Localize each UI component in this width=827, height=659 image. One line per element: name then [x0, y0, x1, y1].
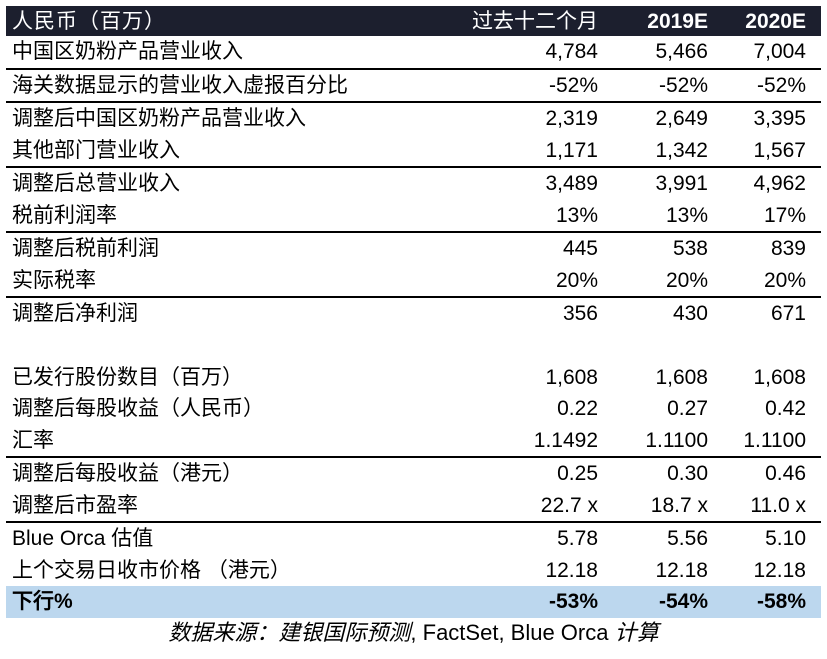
header-label: 人民币（百万） — [12, 9, 166, 33]
table-row: Blue Orca 估值 5.78 5.56 5.10 — [6, 523, 821, 555]
row-label: 调整后总营业收入 — [12, 172, 180, 196]
row-label: 实际税率 — [12, 268, 96, 292]
row-label: 海关数据显示的营业收入虚报百分比 — [12, 73, 348, 97]
row-value-2019e: 1,608 — [655, 365, 708, 389]
row-value-ttm: 1,608 — [545, 365, 598, 389]
row-value-2020e: 17% — [763, 203, 806, 227]
row-value-2020e: 20% — [763, 268, 806, 292]
row-label: 调整后每股收益（人民币） — [12, 397, 264, 421]
row-value-ttm: 0.22 — [557, 397, 598, 421]
row-label: 上个交易日收市价格 （港元） — [12, 558, 291, 582]
row-value-2019e: 2,649 — [655, 107, 708, 131]
table-header: 人民币（百万） 过去十二个月 2019E 2020E — [6, 6, 821, 36]
row-label: 调整后每股收益（港元） — [12, 462, 243, 486]
row-value-2019e: 538 — [672, 237, 708, 261]
row-value-ttm: 356 — [562, 302, 598, 326]
row-value-2019e: 0.30 — [667, 462, 708, 486]
row-value-2020e: 1,608 — [753, 365, 806, 389]
row-value-ttm: 2,319 — [545, 107, 598, 131]
row-value-2020e: -52% — [756, 73, 806, 97]
row-value-ttm: 1.1492 — [533, 428, 598, 452]
row-value-2020e: 839 — [770, 237, 806, 261]
row-label: 税前利润率 — [12, 203, 117, 227]
valuation-table: 人民币（百万） 过去十二个月 2019E 2020E 中国区奶粉产品营业收入 4… — [6, 6, 821, 618]
row-value-2019e: 1.1100 — [645, 428, 708, 452]
row-value-ttm: 5.78 — [557, 527, 598, 551]
table-row: 调整后税前利润 445 538 839 — [6, 233, 821, 265]
source-suffix: 计算 — [614, 620, 659, 645]
row-value-ttm: 20% — [555, 268, 598, 292]
source-middle: , FactSet, Blue Orca — [410, 620, 615, 645]
row-value-2020e: 671 — [770, 302, 806, 326]
table-row: 汇率 1.1492 1.1100 1.1100 — [6, 425, 821, 458]
row-label: 中国区奶粉产品营业收入 — [12, 40, 243, 64]
row-label: 调整后净利润 — [12, 302, 138, 326]
row-value-2020e: 4,962 — [753, 172, 806, 196]
table-row: 调整后每股收益（港元） 0.25 0.30 0.46 — [6, 458, 821, 490]
row-spacer — [6, 330, 821, 362]
row-value-ttm: 13% — [555, 203, 598, 227]
downside-row: 下行% -53% -54% -58% — [6, 586, 821, 618]
table-row: 调整后每股收益（人民币） 0.22 0.27 0.42 — [6, 393, 821, 425]
row-value-ttm: 3,489 — [545, 172, 598, 196]
row-value-2019e: 12.18 — [655, 558, 708, 582]
row-label: 已发行股份数目（百万） — [12, 365, 243, 389]
header-2020e: 2020E — [745, 9, 806, 33]
row-value-ttm: 22.7 x — [540, 493, 598, 517]
row-value-2020e: 11.0 x — [750, 493, 806, 517]
table-row: 海关数据显示的营业收入虚报百分比 -52% -52% -52% — [6, 70, 821, 103]
table-row: 中国区奶粉产品营业收入 4,784 5,466 7,004 — [6, 36, 821, 70]
row-value-2020e: 1,567 — [753, 138, 806, 162]
table-row: 调整后市盈率 22.7 x 18.7 x 11.0 x — [6, 490, 821, 523]
row-value-2020e: 0.46 — [765, 462, 806, 486]
row-label: 调整后税前利润 — [12, 237, 159, 261]
row-value-2019e: 1,342 — [655, 138, 708, 162]
row-value-2020e: 5.10 — [765, 527, 806, 551]
source-prefix: 数据来源：建银国际预测 — [168, 620, 411, 645]
row-value-2019e: 20% — [665, 268, 708, 292]
row-label: 汇率 — [12, 428, 54, 452]
row-value-ttm: -52% — [548, 73, 598, 97]
row-value-2019e: 18.7 x — [650, 493, 708, 517]
table-row: 已发行股份数目（百万） 1,608 1,608 1,608 — [6, 362, 821, 394]
table-row: 调整后总营业收入 3,489 3,991 4,962 — [6, 168, 821, 200]
row-value-ttm: 12.18 — [545, 558, 598, 582]
row-value-2019e: 430 — [672, 302, 708, 326]
row-value-ttm: 1,171 — [545, 138, 598, 162]
row-label: 调整后中国区奶粉产品营业收入 — [12, 107, 306, 131]
row-value-2019e: 3,991 — [655, 172, 708, 196]
table-row: 上个交易日收市价格 （港元） 12.18 12.18 12.18 — [6, 555, 821, 587]
row-value-ttm: 0.25 — [557, 462, 598, 486]
row-value-2020e: 0.42 — [765, 397, 806, 421]
table-row: 其他部门营业收入 1,171 1,342 1,567 — [6, 135, 821, 168]
row-value-2019e: 5.56 — [667, 527, 708, 551]
downside-label: 下行% — [12, 590, 73, 614]
row-value-2020e: 3,395 — [753, 107, 806, 131]
downside-value-ttm: -53% — [548, 590, 598, 614]
row-value-2019e: 5,466 — [655, 40, 708, 64]
table-row: 实际税率 20% 20% 20% — [6, 265, 821, 298]
row-label: 其他部门营业收入 — [12, 138, 180, 162]
row-value-2020e: 7,004 — [753, 40, 806, 64]
header-2019e: 2019E — [647, 9, 708, 33]
row-value-2019e: -52% — [658, 73, 708, 97]
downside-value-2020e: -58% — [756, 590, 806, 614]
source-note: 数据来源：建银国际预测, FactSet, Blue Orca 计算 — [0, 618, 827, 648]
table-row: 税前利润率 13% 13% 17% — [6, 200, 821, 233]
row-label: 调整后市盈率 — [12, 493, 138, 517]
downside-value-2019e: -54% — [658, 590, 708, 614]
table-row: 调整后中国区奶粉产品营业收入 2,319 2,649 3,395 — [6, 103, 821, 135]
row-value-2019e: 0.27 — [667, 397, 708, 421]
row-value-2019e: 13% — [665, 203, 708, 227]
row-value-ttm: 445 — [562, 237, 598, 261]
table-row: 调整后净利润 356 430 671 — [6, 298, 821, 330]
row-value-2020e: 12.18 — [753, 558, 806, 582]
row-value-ttm: 4,784 — [545, 40, 598, 64]
row-value-2020e: 1.1100 — [743, 428, 806, 452]
row-label: Blue Orca 估值 — [12, 527, 154, 551]
header-ttm: 过去十二个月 — [472, 9, 598, 33]
